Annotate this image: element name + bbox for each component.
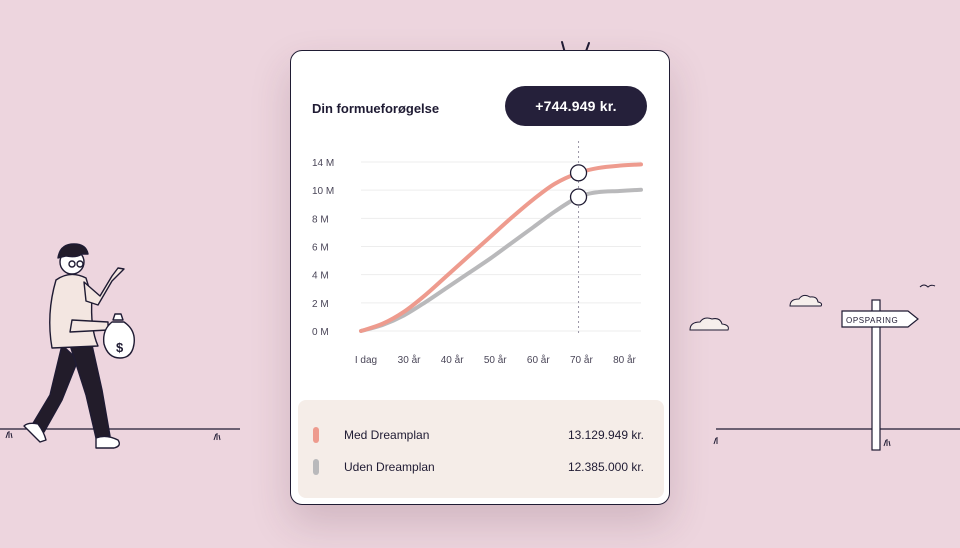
y-tick-label: 4 M [312,271,329,282]
y-tick-label: 14 M [312,158,334,169]
x-tick-label: 30 år [398,354,421,366]
x-tick-label: 70 år [570,354,593,366]
dollar-icon: $ [116,340,124,355]
legend-label: Med Dreamplan [344,428,430,442]
legend-value: 13.129.949 kr. [567,428,644,442]
signpost-icon [841,299,919,451]
x-tick-label: I dag [355,355,377,366]
y-tick-label: 10 M [312,186,334,197]
y-tick-label: 8 M [312,214,329,225]
x-tick-label: 40 år [441,354,464,366]
legend-panel: Med Dreamplan 13.129.949 kr. Uden Dreampla… [298,400,664,498]
series-line-uden-dreamplan [359,187,643,333]
x-tick-label: 60 år [527,354,550,366]
wealth-line-chart: 0 M 2 M 4 M 6 M 8 M 10 M 14 M I dag 30 år 40 år 50… [312,141,643,366]
legend-swatch [313,427,319,443]
y-tick-label: 6 M [312,243,329,254]
cloud-icon [789,294,823,307]
y-tick-label: 0 M [312,327,329,338]
legend-row: Uden Dreamplan 12.385.000 kr. [298,457,664,477]
highlight-point [569,188,588,206]
bird-icon [919,284,936,288]
difference-value: +744.949 kr. [535,98,617,114]
sign-label: OPSPARING [846,316,898,325]
cloud-icon [689,317,729,331]
legend-row: Med Dreamplan 13.129.949 kr. [298,425,664,445]
legend-swatch [313,459,319,475]
card-title: Din formueforøgelse [312,101,440,116]
x-tick-label: 80 år [613,354,636,366]
series-line-med-dreamplan [359,162,643,333]
difference-badge: +744.949 kr. [505,86,647,126]
wealth-growth-card: Din formueforøgelse +744.949 kr. 0 M 2 M 4… [290,50,670,505]
legend-value: 12.385.000 kr. [567,460,644,474]
man-with-moneybag-illustration [23,243,135,449]
grass-icon [5,431,891,447]
legend-label: Uden Dreamplan [344,460,435,474]
x-tick-label: 50 år [484,354,507,366]
highlight-point [569,164,588,182]
y-tick-label: 2 M [312,299,329,310]
